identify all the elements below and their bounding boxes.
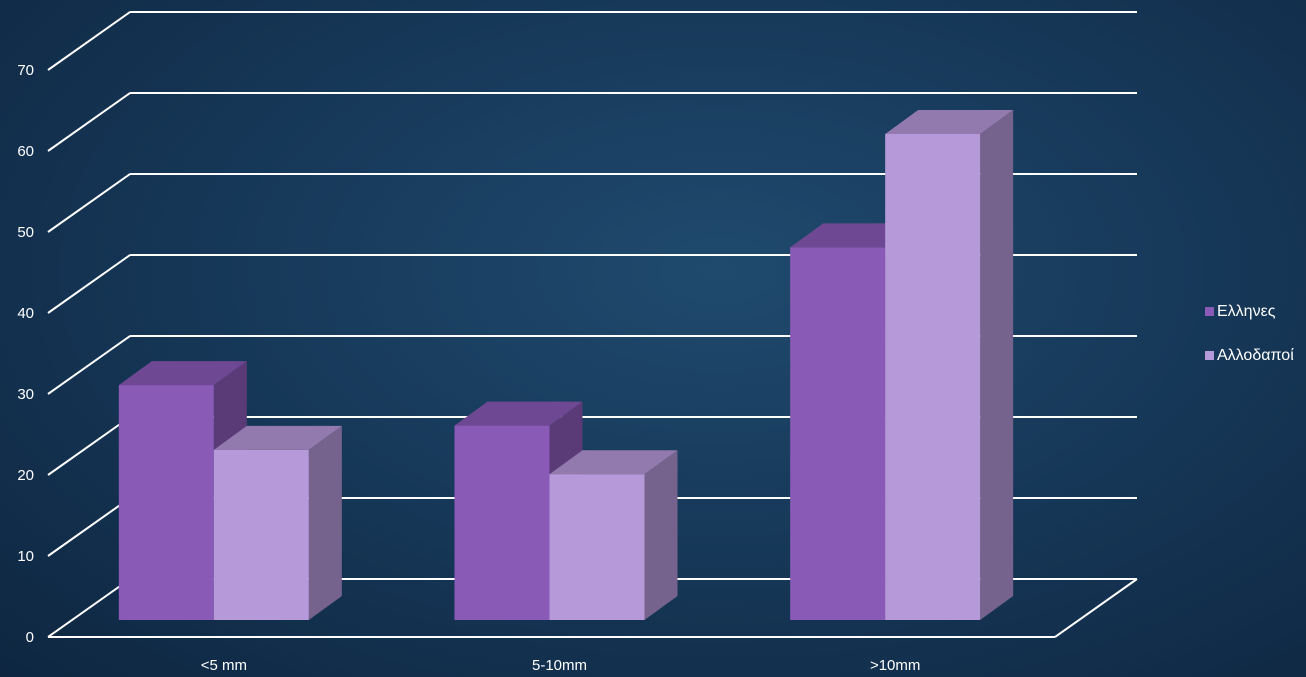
legend-label: Αλλοδαποί [1217,347,1294,364]
gridline-depth [47,11,131,71]
legend-swatch [1205,307,1214,316]
y-tick-label: 30 [17,386,34,403]
gridline-depth [47,173,131,233]
legend: Ελληνες Αλλοδαποί [1205,303,1294,364]
bar-front [118,385,214,620]
x-tick-label: >10mm [870,657,920,674]
x-tick-label: 5-10mm [532,657,587,674]
gridline-depth [47,578,131,638]
gridline-depth [47,335,131,395]
y-tick-label: 60 [17,143,34,160]
x-axis: <5 mm 5-10mm >10mm [201,657,921,674]
gridline-depth [47,254,131,314]
y-tick-label: 0 [26,629,34,646]
gridline-depth [47,497,131,557]
bar-top [213,425,342,450]
bar-side [980,110,1014,620]
bar-front [549,474,645,620]
bar-front [454,425,550,620]
bar [885,110,1014,620]
y-tick-label: 40 [17,305,34,322]
bar [549,450,678,620]
legend-label: Ελληνες [1217,303,1276,320]
legend-swatch [1205,351,1214,360]
floor-side-edge [1054,578,1138,638]
x-tick-label: <5 mm [201,657,247,674]
bar-front [885,134,981,620]
gridline-depth [47,92,131,152]
y-tick-label: 10 [17,548,34,565]
y-tick-label: 20 [17,467,34,484]
y-axis: 0 10 20 30 40 50 60 70 [17,62,34,646]
bar-front [213,449,309,620]
y-tick-label: 50 [17,224,34,241]
bar-side [644,450,678,620]
bars [118,110,1014,620]
bar-top [885,110,1014,134]
y-tick-label: 70 [17,62,34,79]
bar-top [549,450,678,475]
bar-side [308,425,342,620]
gridline-depth [47,416,131,476]
bar-front [790,247,886,620]
bar-top [454,401,583,426]
bar-top [118,361,247,386]
bar [213,425,342,620]
